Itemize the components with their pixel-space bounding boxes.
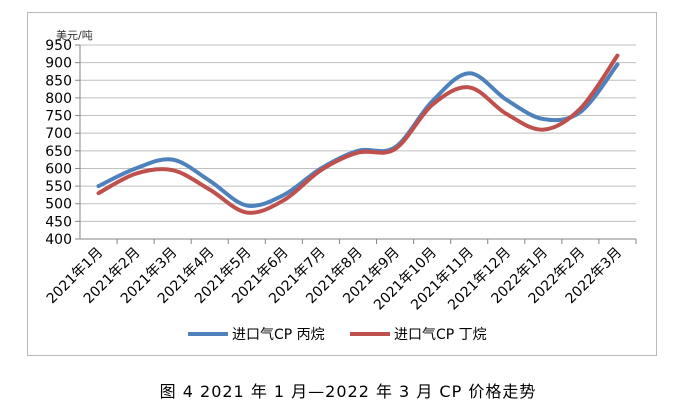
legend-label-1: 进口气CP 丙烷 xyxy=(232,327,325,343)
y-tick-label: 500 xyxy=(45,197,72,213)
y-unit-label: 美元/吨 xyxy=(56,29,93,42)
y-tick-label: 800 xyxy=(45,91,72,107)
y-tick-label: 900 xyxy=(45,56,72,72)
y-tick-label: 700 xyxy=(45,126,72,142)
series-line-2 xyxy=(96,53,620,215)
legend: 进口气CP 丙烷 进口气CP 丁烷 xyxy=(188,327,487,343)
y-tick-label: 600 xyxy=(45,161,72,177)
y-tick-label: 400 xyxy=(45,232,72,248)
series-line-1 xyxy=(96,62,620,208)
legend-label-2: 进口气CP 丁烷 xyxy=(394,327,487,343)
y-tick-label: 450 xyxy=(45,214,72,230)
chart-frame: 美元/吨 400 450 500 550 600 650 700 750 800 850 900 95… xyxy=(27,12,657,356)
figure-caption: 图 4 2021 年 1 月—2022 年 3 月 CP 价格走势 xyxy=(159,382,537,401)
y-tick-label: 650 xyxy=(45,144,72,160)
y-tick-label: 850 xyxy=(45,73,72,89)
y-tick-label: 950 xyxy=(45,38,72,54)
y-tick-label: 550 xyxy=(45,179,72,195)
y-tick-label: 750 xyxy=(45,109,72,125)
